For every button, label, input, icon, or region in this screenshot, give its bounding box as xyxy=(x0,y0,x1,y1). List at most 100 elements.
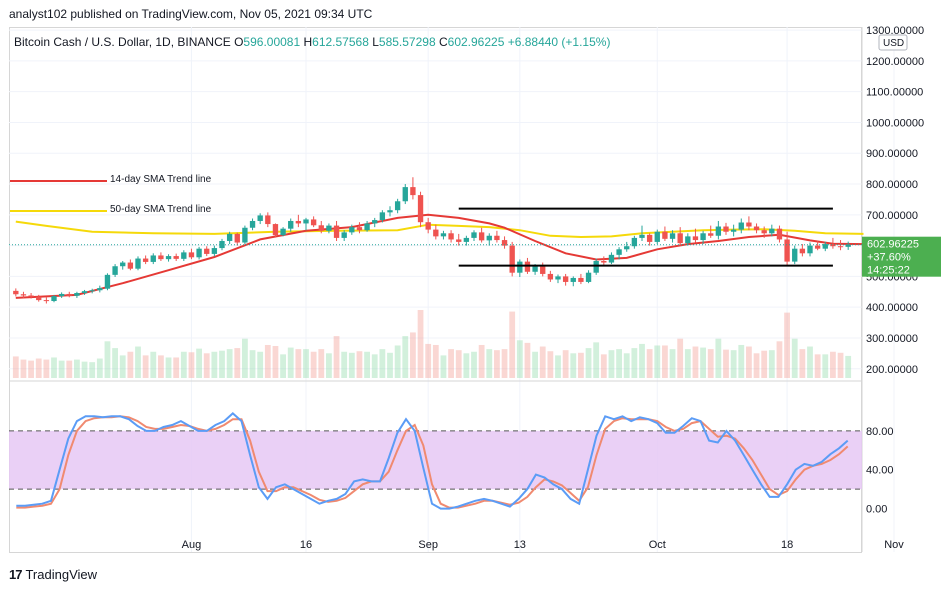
candle-body xyxy=(532,266,538,272)
volume-bar xyxy=(539,346,546,378)
price-badge-change: +37.60% xyxy=(867,252,911,264)
volume-bar xyxy=(119,355,126,378)
time-tick-label: 18 xyxy=(781,539,793,551)
candle-body xyxy=(631,237,638,247)
candle-body xyxy=(303,219,309,224)
candle xyxy=(822,241,828,252)
candle-body xyxy=(181,252,187,259)
candle-body xyxy=(417,195,424,223)
candle xyxy=(135,256,141,271)
tradingview-logo[interactable]: 17 TradingView xyxy=(9,567,97,582)
candle-body xyxy=(456,239,462,242)
volume-bar xyxy=(639,343,645,378)
candle-body xyxy=(372,220,378,224)
volume-bar xyxy=(326,353,332,378)
candle-body xyxy=(318,225,324,231)
candle xyxy=(333,220,340,241)
volume-bar xyxy=(684,349,691,378)
candle-body xyxy=(585,272,592,282)
candle-body xyxy=(364,223,370,231)
candle xyxy=(326,223,332,234)
volume-bar xyxy=(127,351,134,378)
candle-body xyxy=(578,277,584,282)
candle xyxy=(89,288,95,294)
volume-bar xyxy=(738,344,745,378)
volume-bar xyxy=(730,350,737,378)
candle-body xyxy=(242,227,248,243)
candle xyxy=(28,293,34,299)
candle xyxy=(761,226,767,238)
candle-body xyxy=(196,248,202,258)
volume-bar xyxy=(570,353,577,378)
candle-body xyxy=(51,296,57,302)
candle xyxy=(318,220,324,234)
header-segment: O xyxy=(234,35,243,49)
candle xyxy=(646,233,653,246)
volume-bar xyxy=(35,358,42,378)
volume-bar xyxy=(295,349,302,378)
candle-body xyxy=(478,232,485,241)
volume-bar xyxy=(51,357,57,378)
volume-bar xyxy=(43,359,50,378)
candle-body xyxy=(97,288,103,291)
price-tick-label: 200.00000 xyxy=(866,364,918,376)
candle-body xyxy=(761,230,767,234)
stochastic-tick-label: 40.00 xyxy=(866,465,894,477)
volume-bar xyxy=(837,352,844,378)
volume-bar xyxy=(807,346,813,378)
currency-box xyxy=(878,34,908,51)
volume-bar xyxy=(150,351,157,378)
candle-body xyxy=(272,224,279,236)
candle-body xyxy=(150,255,156,262)
candle-body xyxy=(226,233,233,241)
candle xyxy=(669,230,676,243)
time-tick-label: 16 xyxy=(300,539,312,551)
candle xyxy=(425,217,431,234)
candle-body xyxy=(356,227,363,231)
candle-body xyxy=(753,226,760,231)
candle xyxy=(715,220,722,240)
candle xyxy=(295,214,302,228)
candle-body xyxy=(669,233,676,239)
volume-bar xyxy=(303,349,309,378)
candle xyxy=(402,184,408,205)
volume-bar xyxy=(616,349,622,378)
candle xyxy=(188,248,195,260)
volume-bar xyxy=(12,356,19,378)
candle-body xyxy=(81,291,88,294)
volume-bar xyxy=(264,344,271,378)
volume-bar xyxy=(700,347,706,378)
volume-bar xyxy=(455,350,462,378)
candle xyxy=(517,259,523,278)
volume-bar xyxy=(226,349,233,378)
volume-bar xyxy=(692,346,699,378)
candle xyxy=(769,224,775,237)
candle-body xyxy=(776,228,783,240)
candle xyxy=(753,223,760,234)
volume-bar xyxy=(555,355,561,378)
candle xyxy=(730,224,737,237)
candle-body xyxy=(814,245,821,249)
candle-body xyxy=(410,187,416,196)
volume-bar xyxy=(257,351,264,378)
price-tick-label: 700.00000 xyxy=(866,210,918,222)
candle xyxy=(799,244,806,257)
candle xyxy=(104,273,111,291)
candle xyxy=(562,273,569,286)
volume-bar xyxy=(715,338,722,378)
candle-body xyxy=(204,248,210,254)
volume-bar xyxy=(631,348,638,378)
candle xyxy=(738,218,744,234)
volume-bar xyxy=(173,357,180,378)
header-segment: 602.96225 xyxy=(448,35,508,49)
candle-body xyxy=(708,233,714,236)
candle xyxy=(364,220,370,232)
candle xyxy=(830,237,836,249)
candle-body xyxy=(13,290,19,295)
candle xyxy=(356,222,363,234)
volume-bar xyxy=(74,359,80,378)
candle-body xyxy=(188,252,195,258)
candle-body xyxy=(173,256,179,259)
candle xyxy=(814,240,821,251)
